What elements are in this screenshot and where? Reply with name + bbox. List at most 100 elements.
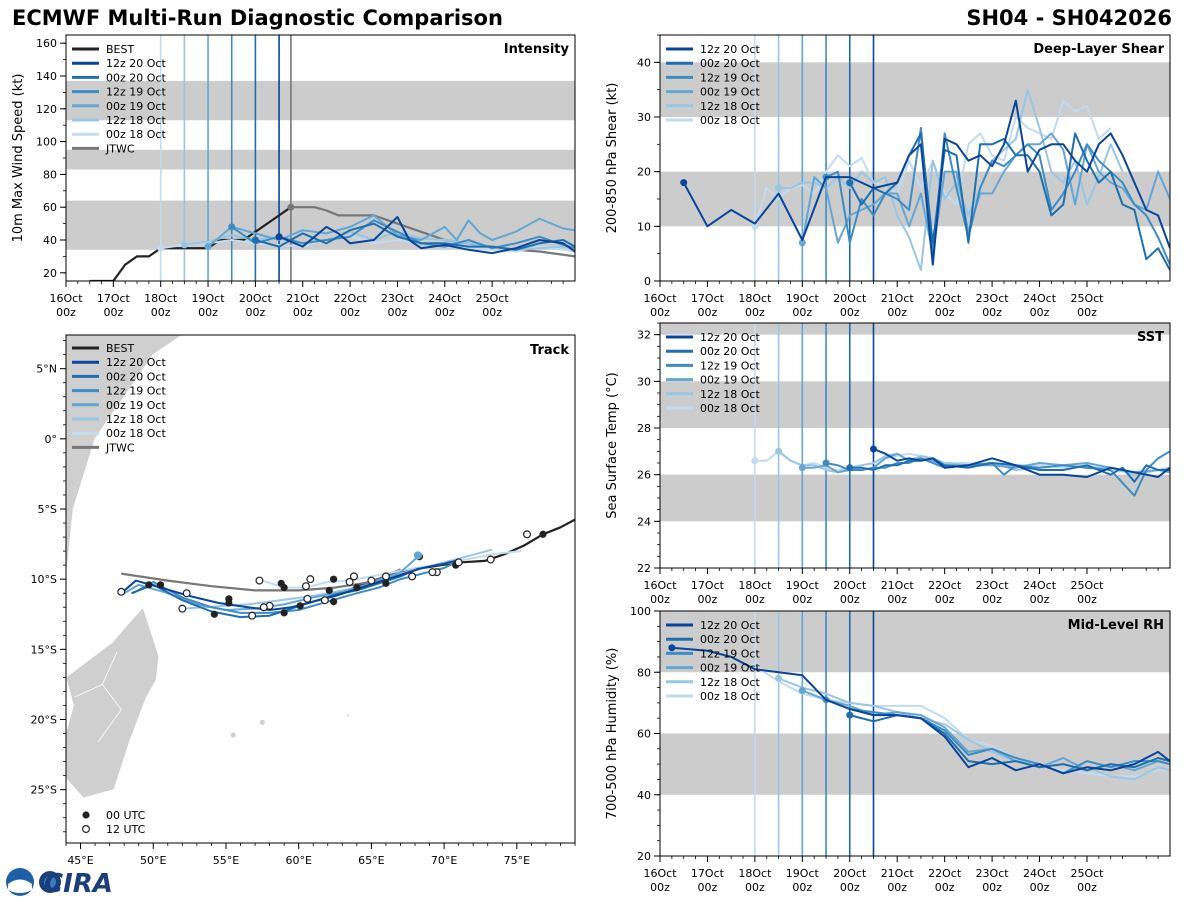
track-panel: 45°E 50°E 55°E 60°E 65°E 70°E 75°E 5°N 0° 5°S 10°S… <box>31 334 576 867</box>
y-axis-label: 200-850 hPa Shear (kt) <box>605 83 620 234</box>
legend-label: JTWC <box>105 441 135 454</box>
track-frame <box>65 334 576 844</box>
series-init-marker <box>798 464 806 472</box>
y-tick-label: 20°S <box>31 714 57 727</box>
x-tick-label: 21Oct <box>881 579 915 592</box>
legend-label: 00z 18 Oct <box>700 690 760 703</box>
legend-label: BEST <box>106 342 134 355</box>
series-line-best <box>89 206 292 281</box>
track-marker-12utc <box>117 587 126 596</box>
marker-legend-label: 00 UTC <box>106 809 146 822</box>
x-tick-label: 16Oct <box>643 292 677 305</box>
series-init-marker <box>251 236 259 244</box>
marker-legend-00utc <box>82 811 90 819</box>
x-tick-label: 25Oct <box>1070 867 1104 880</box>
sst-plot-area <box>660 323 1170 568</box>
cira-logo-text: CIRA <box>44 869 113 898</box>
track-plot-area <box>66 335 575 843</box>
x-tick-label: 24Oct <box>1023 292 1057 305</box>
x-tick-label: 20Oct <box>239 292 273 305</box>
x-tick-label: 16Oct <box>643 579 677 592</box>
x-tick-label: 65°E <box>358 854 384 867</box>
madagascar-landmass <box>66 606 160 799</box>
threshold-band <box>660 611 1170 673</box>
x-tick-label: 55°E <box>213 854 239 867</box>
track-marker-00utc <box>277 579 285 587</box>
track-marker-12utc <box>454 558 463 567</box>
y-tick-label: 40 <box>43 234 57 247</box>
series-init-marker <box>680 179 688 187</box>
panel-title: Mid-Level RH <box>1068 618 1164 633</box>
track-marker-12utc <box>367 576 376 585</box>
series-line-r12z20 <box>671 646 1170 775</box>
x-tick-label: 00z <box>887 881 907 894</box>
series-init-marker <box>751 457 759 465</box>
x-tick-label: 00z <box>840 593 860 606</box>
x-tick-label: 19Oct <box>786 867 820 880</box>
series-line-r12z19 <box>825 698 1170 775</box>
x-tick-label: 20Oct <box>833 292 867 305</box>
x-tick-label: 00z <box>1077 881 1097 894</box>
legend-label: 12z 19 Oct <box>700 647 760 660</box>
x-tick-label: 00z <box>1030 881 1050 894</box>
x-tick-label: 00z <box>650 881 670 894</box>
reunion-island <box>230 732 236 738</box>
y-axis-label: 700-500 hPa Humidity (%) <box>605 648 620 820</box>
legend-label: 00z 20 Oct <box>700 57 760 70</box>
x-tick-label: 00z <box>982 881 1002 894</box>
x-tick-label: 00z <box>1077 306 1097 319</box>
series-init-marker <box>228 223 236 231</box>
y-axis-label: 10m Max Wind Speed (kt) <box>11 74 26 243</box>
y-tick-label: 25°S <box>31 784 57 797</box>
x-tick-label: 00z <box>935 593 955 606</box>
x-tick-label: 00z <box>840 306 860 319</box>
track-line-jtwc <box>121 568 401 592</box>
x-tick-label: 00z <box>435 306 455 319</box>
legend-label: BEST <box>106 43 134 56</box>
panel-title: Deep-Layer Shear <box>1033 42 1164 57</box>
track-marker-12utc <box>301 582 310 591</box>
x-tick-label: 00z <box>56 306 76 319</box>
x-tick-label: 19Oct <box>786 292 820 305</box>
track-marker-00utc <box>353 583 361 592</box>
y-tick-label: 10°S <box>31 573 57 586</box>
y-tick-label: 30 <box>637 111 651 124</box>
x-tick-label: 00z <box>482 306 502 319</box>
y-tick-label: 26 <box>637 469 651 482</box>
track-line-r12z19 <box>132 560 460 614</box>
series-line-r12z19 <box>825 126 1170 265</box>
legend-label: 00z 20 Oct <box>700 345 760 358</box>
threshold-band <box>66 149 575 170</box>
figure-title: ECMWF Multi-Run Diagnostic Comparison <box>12 6 503 30</box>
x-tick-label: 00z <box>246 306 266 319</box>
series-init-marker <box>157 244 165 252</box>
x-tick-label: 16Oct <box>643 867 677 880</box>
madagascar-borders <box>74 651 122 743</box>
series-init-marker <box>846 464 854 472</box>
track-marker-12utc <box>320 596 329 605</box>
x-tick-label: 22Oct <box>928 292 962 305</box>
legend-label: 12z 20 Oct <box>700 43 760 56</box>
x-tick-label: 00z <box>103 306 123 319</box>
x-tick-label: 18Oct <box>144 292 178 305</box>
panel-title: Intensity <box>504 42 570 57</box>
x-tick-label: 18Oct <box>738 579 772 592</box>
y-tick-label: 40 <box>637 56 651 69</box>
y-tick-label: 80 <box>637 666 651 679</box>
y-tick-label: 100 <box>630 605 651 618</box>
series-init-marker <box>668 644 676 652</box>
x-tick-label: 00z <box>151 306 171 319</box>
y-tick-label: 160 <box>36 37 57 50</box>
y-tick-label: 30 <box>637 375 651 388</box>
panel-title: SST <box>1137 330 1164 345</box>
series-init-marker <box>775 674 783 682</box>
cira-logo: CIRA <box>4 866 114 899</box>
series-init-marker <box>869 445 877 453</box>
rodrigues-island <box>346 713 350 717</box>
x-tick-label: 00z <box>293 306 313 319</box>
legend-label: 12z 20 Oct <box>106 356 166 369</box>
x-tick-label: 25Oct <box>1070 579 1104 592</box>
track-marker-12utc <box>259 603 268 612</box>
series-init-marker <box>846 179 854 187</box>
